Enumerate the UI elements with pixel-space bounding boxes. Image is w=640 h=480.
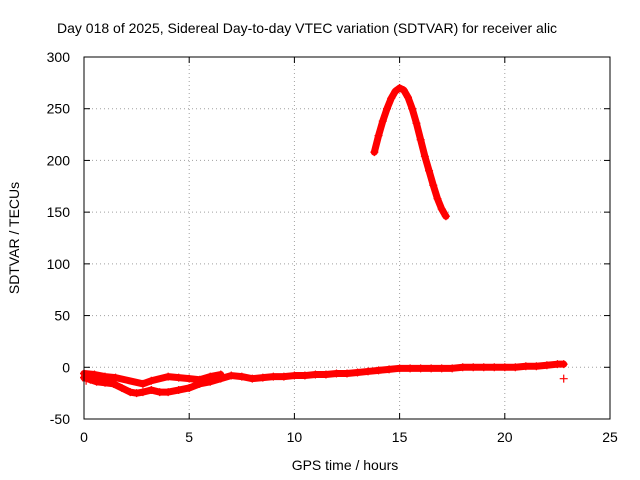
data-points	[80, 84, 568, 398]
data-point-baseline	[427, 364, 436, 373]
data-point-baseline	[227, 371, 236, 380]
y-axis-label: SDTVAR / TECUs	[6, 182, 22, 294]
data-point-baseline	[364, 367, 373, 376]
data-point-baseline	[290, 371, 299, 380]
data-point-baseline	[147, 386, 156, 395]
data-point-baseline	[132, 389, 141, 398]
data-point-baseline-upper-scatter	[185, 374, 194, 383]
data-point-baseline	[321, 370, 330, 379]
data-point-baseline	[521, 362, 530, 371]
data-point-baseline	[448, 364, 457, 373]
data-point-baseline	[374, 366, 383, 375]
x-tick-label: 15	[392, 429, 408, 445]
data-point-baseline	[406, 364, 415, 373]
data-point-baseline	[490, 363, 499, 372]
data-point-baseline	[532, 362, 541, 371]
data-point-baseline	[385, 365, 394, 374]
data-point-arc	[378, 117, 387, 126]
data-point-baseline	[395, 364, 404, 373]
data-point-baseline	[343, 369, 351, 378]
data-point-baseline	[311, 370, 320, 379]
data-point-baseline	[458, 363, 467, 372]
y-tick-label: 50	[54, 308, 70, 324]
data-point-baseline	[138, 388, 147, 397]
data-point-arc	[441, 212, 450, 221]
data-point-arc	[429, 181, 438, 190]
y-tick-label: -50	[50, 411, 70, 427]
data-point-arc	[425, 166, 434, 175]
data-point-baseline	[155, 388, 164, 397]
data-point-baseline	[269, 372, 278, 381]
data-point-baseline	[469, 363, 478, 372]
data-point-outliers	[559, 374, 568, 383]
data-point-baseline	[185, 383, 194, 392]
data-point-baseline-upper-scatter	[164, 372, 173, 381]
data-point-baseline	[258, 373, 267, 382]
data-point-baseline	[164, 388, 173, 397]
data-point-arc	[420, 152, 429, 161]
series-trace-arc	[370, 84, 450, 220]
data-point-arc	[408, 104, 417, 113]
y-tick-label: 250	[47, 101, 71, 117]
x-tick-label: 20	[497, 429, 513, 445]
data-point-baseline	[174, 386, 183, 395]
data-point-baseline	[559, 360, 568, 369]
chart-title: Day 018 of 2025, Sidereal Day-to-day VTE…	[57, 20, 557, 36]
data-point-baseline	[416, 364, 425, 373]
y-tick-label: 300	[47, 49, 71, 65]
data-point-baseline	[332, 369, 341, 378]
data-point-baseline-upper-scatter	[174, 373, 183, 382]
data-point-outliers	[82, 376, 91, 385]
data-point-arc	[433, 194, 442, 203]
data-point-arc	[387, 94, 396, 103]
data-point-arc	[370, 148, 379, 157]
plot-frame	[83, 56, 611, 420]
data-point-arc	[404, 93, 413, 102]
data-point-baseline-upper-scatter	[101, 372, 110, 381]
data-point-arc	[412, 119, 421, 128]
axis-ticks: 0 5 10 15 20 25 -50 0 50 100 150 200 250 300	[47, 49, 618, 445]
data-point-baseline	[479, 363, 488, 372]
data-point-baseline	[117, 383, 126, 392]
data-point-baseline	[126, 388, 135, 397]
data-point-baseline	[437, 364, 446, 373]
x-tick-label: 25	[602, 429, 618, 445]
data-point-baseline-upper-scatter	[216, 370, 225, 379]
y-tick-label: 100	[47, 256, 71, 272]
x-tick-label: 10	[287, 429, 303, 445]
y-tick-label: 150	[47, 204, 71, 220]
data-point-baseline	[109, 379, 118, 388]
x-axis-label: GPS time / hours	[292, 457, 399, 473]
data-point-baseline	[92, 377, 101, 386]
data-point-baseline-upper-scatter	[195, 375, 204, 384]
data-point-arc	[399, 86, 408, 95]
data-point-baseline	[511, 363, 520, 372]
x-tick-label: 5	[185, 429, 193, 445]
data-point-baseline-upper-scatter	[206, 372, 215, 381]
data-point-baseline	[248, 374, 257, 383]
data-point-arc	[391, 87, 400, 96]
data-point-baseline-upper-scatter	[138, 379, 147, 388]
data-point-arc	[416, 135, 425, 144]
data-point-arc	[437, 205, 446, 214]
data-point-baseline-upper-scatter	[90, 370, 99, 379]
y-tick-label: 200	[47, 152, 71, 168]
data-point-baseline	[300, 371, 309, 380]
data-point-baseline-upper-scatter	[111, 373, 120, 382]
data-point-arc	[382, 104, 391, 113]
data-point-baseline-upper-scatter	[147, 376, 156, 385]
x-tick-label: 0	[80, 429, 88, 445]
grid	[84, 57, 610, 419]
data-point-baseline	[542, 361, 551, 370]
y-tick-label: 0	[62, 359, 70, 375]
data-point-baseline	[237, 372, 246, 381]
data-point-baseline	[279, 372, 288, 381]
data-point-arc	[395, 84, 404, 93]
data-point-arc	[374, 131, 383, 140]
data-point-baseline	[353, 368, 362, 377]
data-point-baseline	[500, 363, 509, 372]
